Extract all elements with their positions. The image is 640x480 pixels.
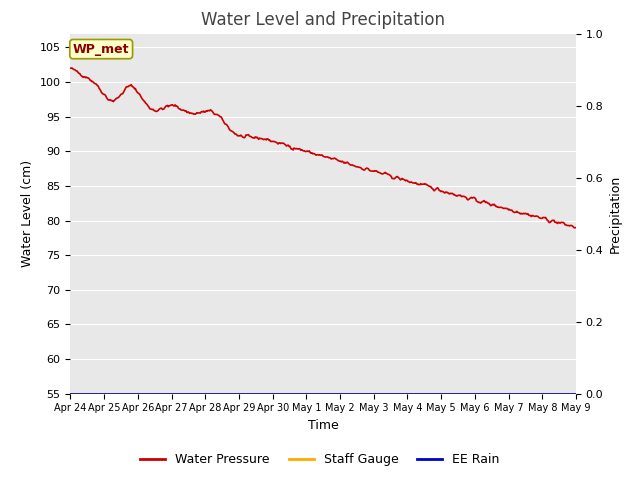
Staff Gauge (295, 391, 303, 396)
Water Pressure (572, 225, 580, 230)
Text: WP_met: WP_met (73, 43, 129, 56)
Staff Gauge (365, 391, 372, 396)
Staff Gauge (196, 391, 204, 396)
Water Pressure (197, 109, 205, 115)
Line: Water Pressure: Water Pressure (70, 68, 576, 228)
Title: Water Level and Precipitation: Water Level and Precipitation (201, 11, 445, 29)
Water Pressure (296, 146, 304, 152)
Water Pressure (157, 106, 164, 111)
Water Pressure (448, 191, 456, 196)
EE Rain (295, 391, 303, 396)
EE Rain (365, 391, 372, 396)
X-axis label: Time: Time (308, 419, 339, 432)
EE Rain (572, 391, 580, 396)
Legend: Water Pressure, Staff Gauge, EE Rain: Water Pressure, Staff Gauge, EE Rain (136, 448, 504, 471)
Water Pressure (405, 179, 413, 185)
Staff Gauge (447, 391, 455, 396)
Y-axis label: Water Level (cm): Water Level (cm) (21, 160, 34, 267)
Water Pressure (365, 167, 373, 173)
Water Pressure (570, 225, 578, 231)
Staff Gauge (404, 391, 412, 396)
Staff Gauge (67, 391, 74, 396)
Y-axis label: Precipitation: Precipitation (609, 174, 622, 253)
EE Rain (196, 391, 204, 396)
Water Pressure (67, 65, 74, 71)
EE Rain (156, 391, 164, 396)
EE Rain (447, 391, 455, 396)
Water Pressure (68, 65, 76, 71)
Staff Gauge (156, 391, 164, 396)
EE Rain (67, 391, 74, 396)
EE Rain (404, 391, 412, 396)
Staff Gauge (572, 391, 580, 396)
